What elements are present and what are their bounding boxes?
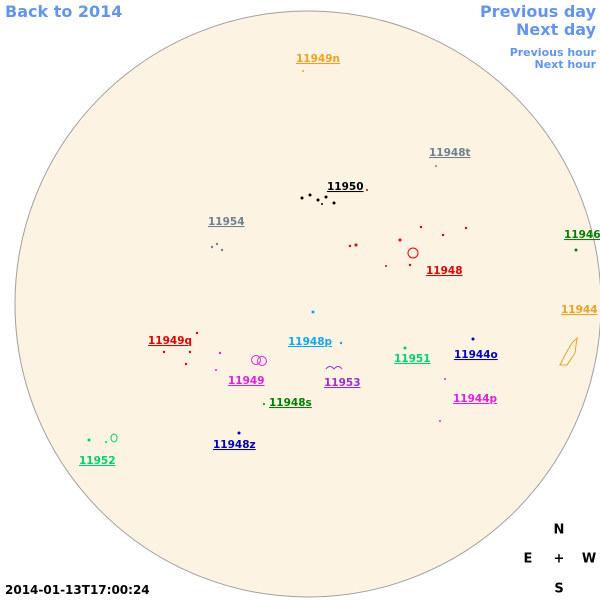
region-label[interactable]: 11946 [564, 229, 600, 241]
next-hour-link[interactable]: Next hour [535, 58, 597, 71]
region-label[interactable]: 11953 [324, 377, 361, 389]
region-label[interactable]: 11950 [327, 181, 364, 193]
spots [87, 70, 578, 443]
region-label[interactable]: 11944p [453, 393, 498, 405]
region-label[interactable]: 11949q [148, 335, 192, 347]
next-day-link[interactable]: Next day [516, 20, 597, 39]
compass-south: S [554, 582, 563, 597]
region-label[interactable]: 11954 [208, 216, 245, 228]
region-label[interactable]: 11949n [296, 53, 340, 65]
solar-disk [14, 10, 600, 598]
region-label[interactable]: 11948t [429, 147, 471, 159]
compass-north: N [554, 523, 565, 538]
timestamp: 2014-01-13T17:00:24 [5, 583, 150, 597]
back-link[interactable]: Back to 2014 [5, 2, 122, 21]
compass-west: W [582, 552, 596, 567]
previous-day-link[interactable]: Previous day [480, 2, 597, 21]
compass-east: E [524, 552, 533, 567]
compass-center: + [554, 552, 565, 567]
previous-hour-link[interactable]: Previous hour [510, 46, 597, 59]
region-label[interactable]: 11948 [426, 265, 463, 277]
region-label[interactable]: 11949 [228, 375, 265, 387]
region-label[interactable]: 11948p [288, 336, 333, 348]
region-label[interactable]: 11948s [269, 397, 312, 409]
region-label[interactable]: 11951 [394, 353, 431, 365]
region-label[interactable]: 11944o [454, 349, 498, 361]
region-label[interactable]: 11952 [79, 455, 116, 467]
region-label[interactable]: 11944 [561, 304, 598, 316]
region-label[interactable]: 11948z [213, 439, 256, 451]
